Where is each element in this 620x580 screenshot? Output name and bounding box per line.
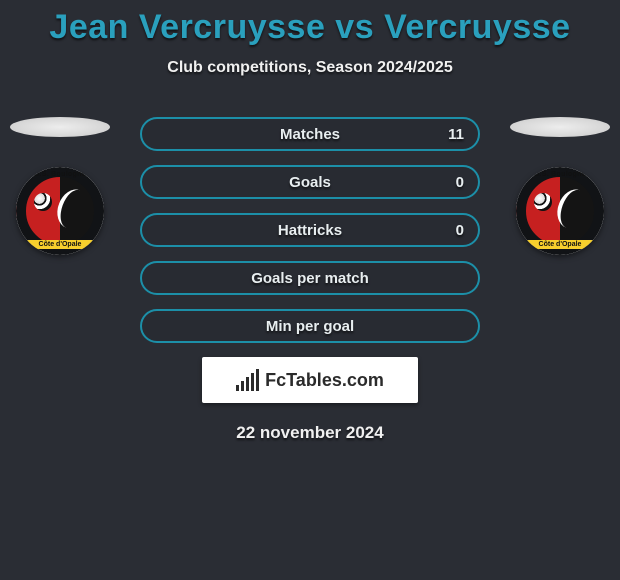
- badge-top-text: U.S. Boulogne: [516, 171, 604, 178]
- stat-row-goals-per-match: Goals per match: [140, 261, 480, 295]
- club-badge-left: U.S. Boulogne Côte d'Opale: [16, 167, 104, 255]
- stat-value: 0: [456, 174, 464, 191]
- club-badge-right: U.S. Boulogne Côte d'Opale: [516, 167, 604, 255]
- page-title: Jean Vercruysse vs Vercruysse: [0, 8, 620, 47]
- comparison-infographic: Jean Vercruysse vs Vercruysse Club compe…: [0, 0, 620, 443]
- badge-bottom-text: Côte d'Opale: [24, 240, 96, 249]
- stat-label: Goals per match: [251, 270, 369, 287]
- main-row: U.S. Boulogne Côte d'Opale Matches 11 Go…: [0, 117, 620, 343]
- stat-row-hattricks: Hattricks 0: [140, 213, 480, 247]
- right-player-col: U.S. Boulogne Côte d'Opale: [508, 117, 612, 255]
- player-placeholder-shadow: [510, 117, 610, 137]
- chart-bars-icon: [236, 369, 259, 391]
- stat-value: 11: [448, 126, 464, 143]
- subtitle: Club competitions, Season 2024/2025: [0, 59, 620, 77]
- stat-row-min-per-goal: Min per goal: [140, 309, 480, 343]
- brand-watermark: FcTables.com: [202, 357, 418, 403]
- stat-label: Goals: [289, 174, 331, 191]
- stat-label: Matches: [280, 126, 340, 143]
- badge-bottom-text: Côte d'Opale: [524, 240, 596, 249]
- stat-value: 0: [456, 222, 464, 239]
- stat-label: Min per goal: [266, 318, 354, 335]
- badge-top-text: U.S. Boulogne: [16, 171, 104, 178]
- stats-column: Matches 11 Goals 0 Hattricks 0 Goals per…: [112, 117, 508, 343]
- date-caption: 22 november 2024: [0, 423, 620, 443]
- stat-row-matches: Matches 11: [140, 117, 480, 151]
- player-placeholder-shadow: [10, 117, 110, 137]
- left-player-col: U.S. Boulogne Côte d'Opale: [8, 117, 112, 255]
- stat-label: Hattricks: [278, 222, 342, 239]
- stat-row-goals: Goals 0: [140, 165, 480, 199]
- brand-text: FcTables.com: [265, 370, 384, 391]
